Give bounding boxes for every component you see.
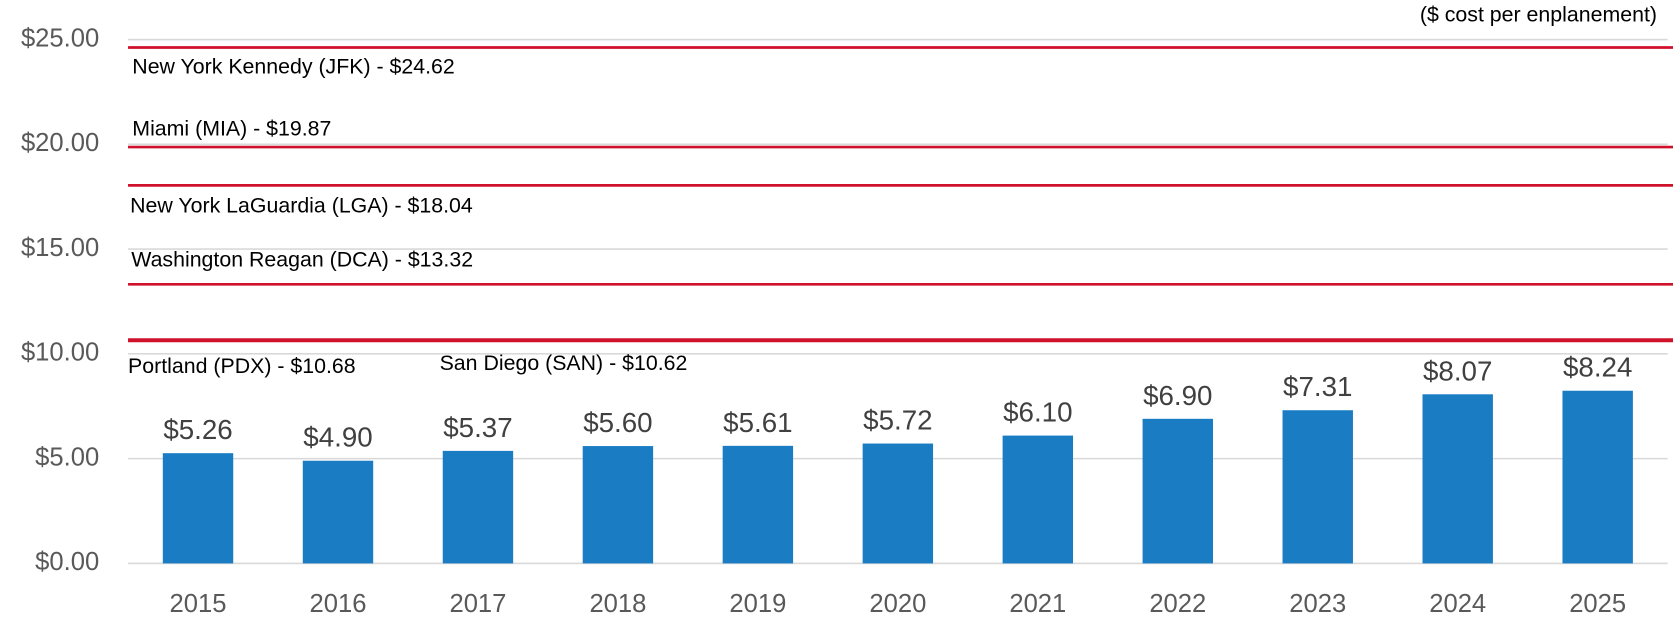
x-tick-label: 2025 [1569,590,1626,618]
value-label: $6.90 [1143,380,1212,411]
reference-label: New York LaGuardia (LGA) - $18.04 [130,193,473,217]
y-tick-label: $20.00 [21,129,99,157]
value-label: $6.10 [1003,397,1072,428]
x-tick-label: 2017 [449,590,506,618]
bar [162,453,234,564]
bar [862,443,934,564]
x-tick-label: 2021 [1009,590,1066,618]
x-tick-label: 2019 [729,590,786,618]
reference-label: New York Kennedy (JFK) - $24.62 [132,54,454,78]
value-label: $5.61 [723,407,792,438]
reference-label: San Diego (SAN) - $10.62 [440,351,688,375]
x-tick-label: 2020 [869,590,926,618]
x-tick-label: 2018 [589,590,646,618]
x-tick-label: 2016 [310,590,367,618]
value-label: $8.24 [1563,352,1632,383]
y-tick-label: $25.00 [21,24,99,52]
bar [582,446,654,564]
bar [302,460,374,564]
chart-subtitle: ($ cost per enplanement) [1420,3,1657,27]
y-tick-label: $15.00 [21,234,99,262]
x-tick-label: 2022 [1149,590,1206,618]
y-tick-label: $0.00 [35,548,99,576]
bar [1002,435,1074,564]
bar [1562,390,1633,564]
value-label: $5.60 [583,407,652,438]
y-tick-label: $5.00 [35,443,99,471]
value-label: $8.07 [1423,355,1492,386]
bar [442,450,514,564]
x-tick-label: 2024 [1429,590,1486,618]
y-tick-label: $10.00 [21,339,99,367]
reference-label: Washington Reagan (DCA) - $13.32 [131,247,473,271]
bar [1422,394,1493,564]
value-label: $5.37 [443,412,512,443]
bar [1282,410,1353,564]
value-label: $4.90 [303,422,372,453]
value-label: $5.26 [163,414,232,445]
value-label: $5.72 [863,405,932,436]
reference-label: Portland (PDX) - $10.68 [128,354,356,378]
bar [1142,418,1213,564]
reference-label: Miami (MIA) - $19.87 [132,117,331,141]
x-tick-label: 2015 [170,590,227,618]
value-label: $7.31 [1283,371,1352,402]
x-tick-label: 2023 [1289,590,1346,618]
bar [722,445,794,564]
